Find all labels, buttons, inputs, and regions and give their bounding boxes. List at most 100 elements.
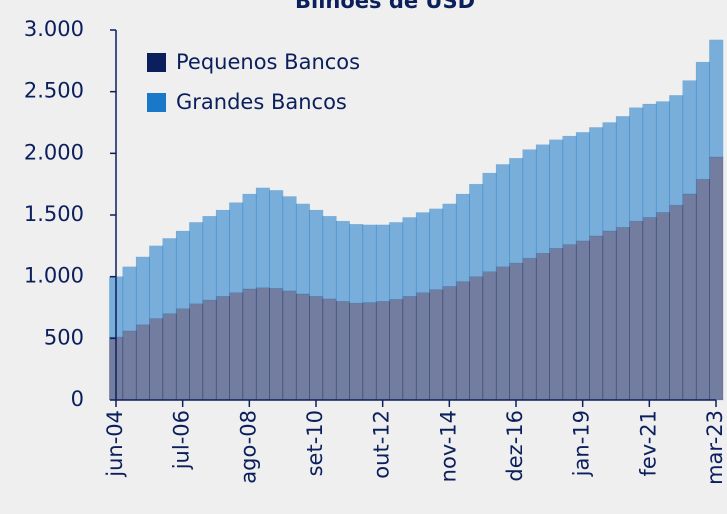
bar [229,292,244,401]
bar [229,202,244,293]
bar [162,313,177,401]
bar [335,220,350,302]
bar [215,296,230,401]
bar [629,107,644,222]
bar [122,330,137,401]
y-tick-label: 0 [71,387,84,411]
bar [615,227,630,401]
bar [255,287,270,401]
bar [589,235,604,401]
bar [482,172,497,272]
bar [295,293,310,401]
bar [375,301,390,401]
bar [282,290,297,401]
bar [189,303,204,401]
bar [269,190,284,289]
bar [509,262,524,401]
chart-title: Bilhões de USD [295,0,475,13]
bar [469,276,484,401]
bar [709,39,724,158]
bar [629,220,644,401]
x-tick-label: ago-08 [236,410,260,484]
y-tick-label: 2.000 [24,140,84,164]
bar [589,127,604,237]
bar [575,132,590,242]
bar [602,230,617,401]
bar [455,281,470,401]
bar [322,215,337,300]
bar [389,299,404,401]
bar [362,224,377,303]
bar [149,245,164,319]
legend-swatch [147,53,166,72]
x-tick-label: jun-04 [103,410,127,478]
bar [429,289,444,401]
bar [562,244,577,401]
x-tick-label: nov-14 [436,410,460,482]
bar [402,217,417,297]
bar [495,164,510,268]
bar [602,122,617,232]
legend-label: Grandes Bancos [176,90,347,114]
bar [309,296,324,401]
bar [242,193,257,290]
bar [429,208,444,290]
bar [135,324,150,401]
bar [455,193,470,282]
bar [135,256,150,326]
y-tick-label: 500 [44,325,84,349]
bar [322,298,337,401]
bar [682,80,697,195]
bar [495,266,510,401]
bar [202,215,217,301]
bar [335,301,350,401]
bar [442,203,457,287]
y-tick-label: 1.500 [24,202,84,226]
bar [682,193,697,401]
bar [295,203,310,295]
bar [269,288,284,401]
bar [415,292,430,401]
bar [695,61,710,180]
bar [522,149,537,259]
bar [469,183,484,277]
y-tick-label: 2.500 [24,79,84,103]
bar [695,178,710,401]
bar [175,308,190,401]
bar [535,252,550,401]
x-tick-label: set-10 [303,410,327,476]
bar [402,296,417,401]
x-tick-label: jul-06 [170,410,194,470]
y-tick-label: 3.000 [24,17,84,41]
bar [122,266,137,332]
bar [535,144,550,254]
legend-swatch [147,93,166,112]
bar [375,224,390,302]
x-tick-label: jan-19 [570,410,594,477]
x-tick-label: fev-21 [636,410,660,476]
bar [189,222,204,305]
bar [642,103,657,218]
bar [615,116,630,228]
bar [282,196,297,292]
bar [655,212,670,401]
bar [349,224,364,304]
bar [642,217,657,401]
bar [549,139,564,249]
bar [562,135,577,245]
bar [215,209,230,297]
bar [362,302,377,401]
bar [669,204,684,401]
bar [415,212,430,293]
bar [162,238,177,314]
bar [349,302,364,401]
bar [482,271,497,401]
legend-label: Pequenos Bancos [176,50,360,74]
bar [242,288,257,401]
bar [149,318,164,401]
x-tick-label: out-12 [370,410,394,479]
bar [202,299,217,401]
bar [655,101,670,213]
x-tick-label: mar-23 [703,410,727,485]
